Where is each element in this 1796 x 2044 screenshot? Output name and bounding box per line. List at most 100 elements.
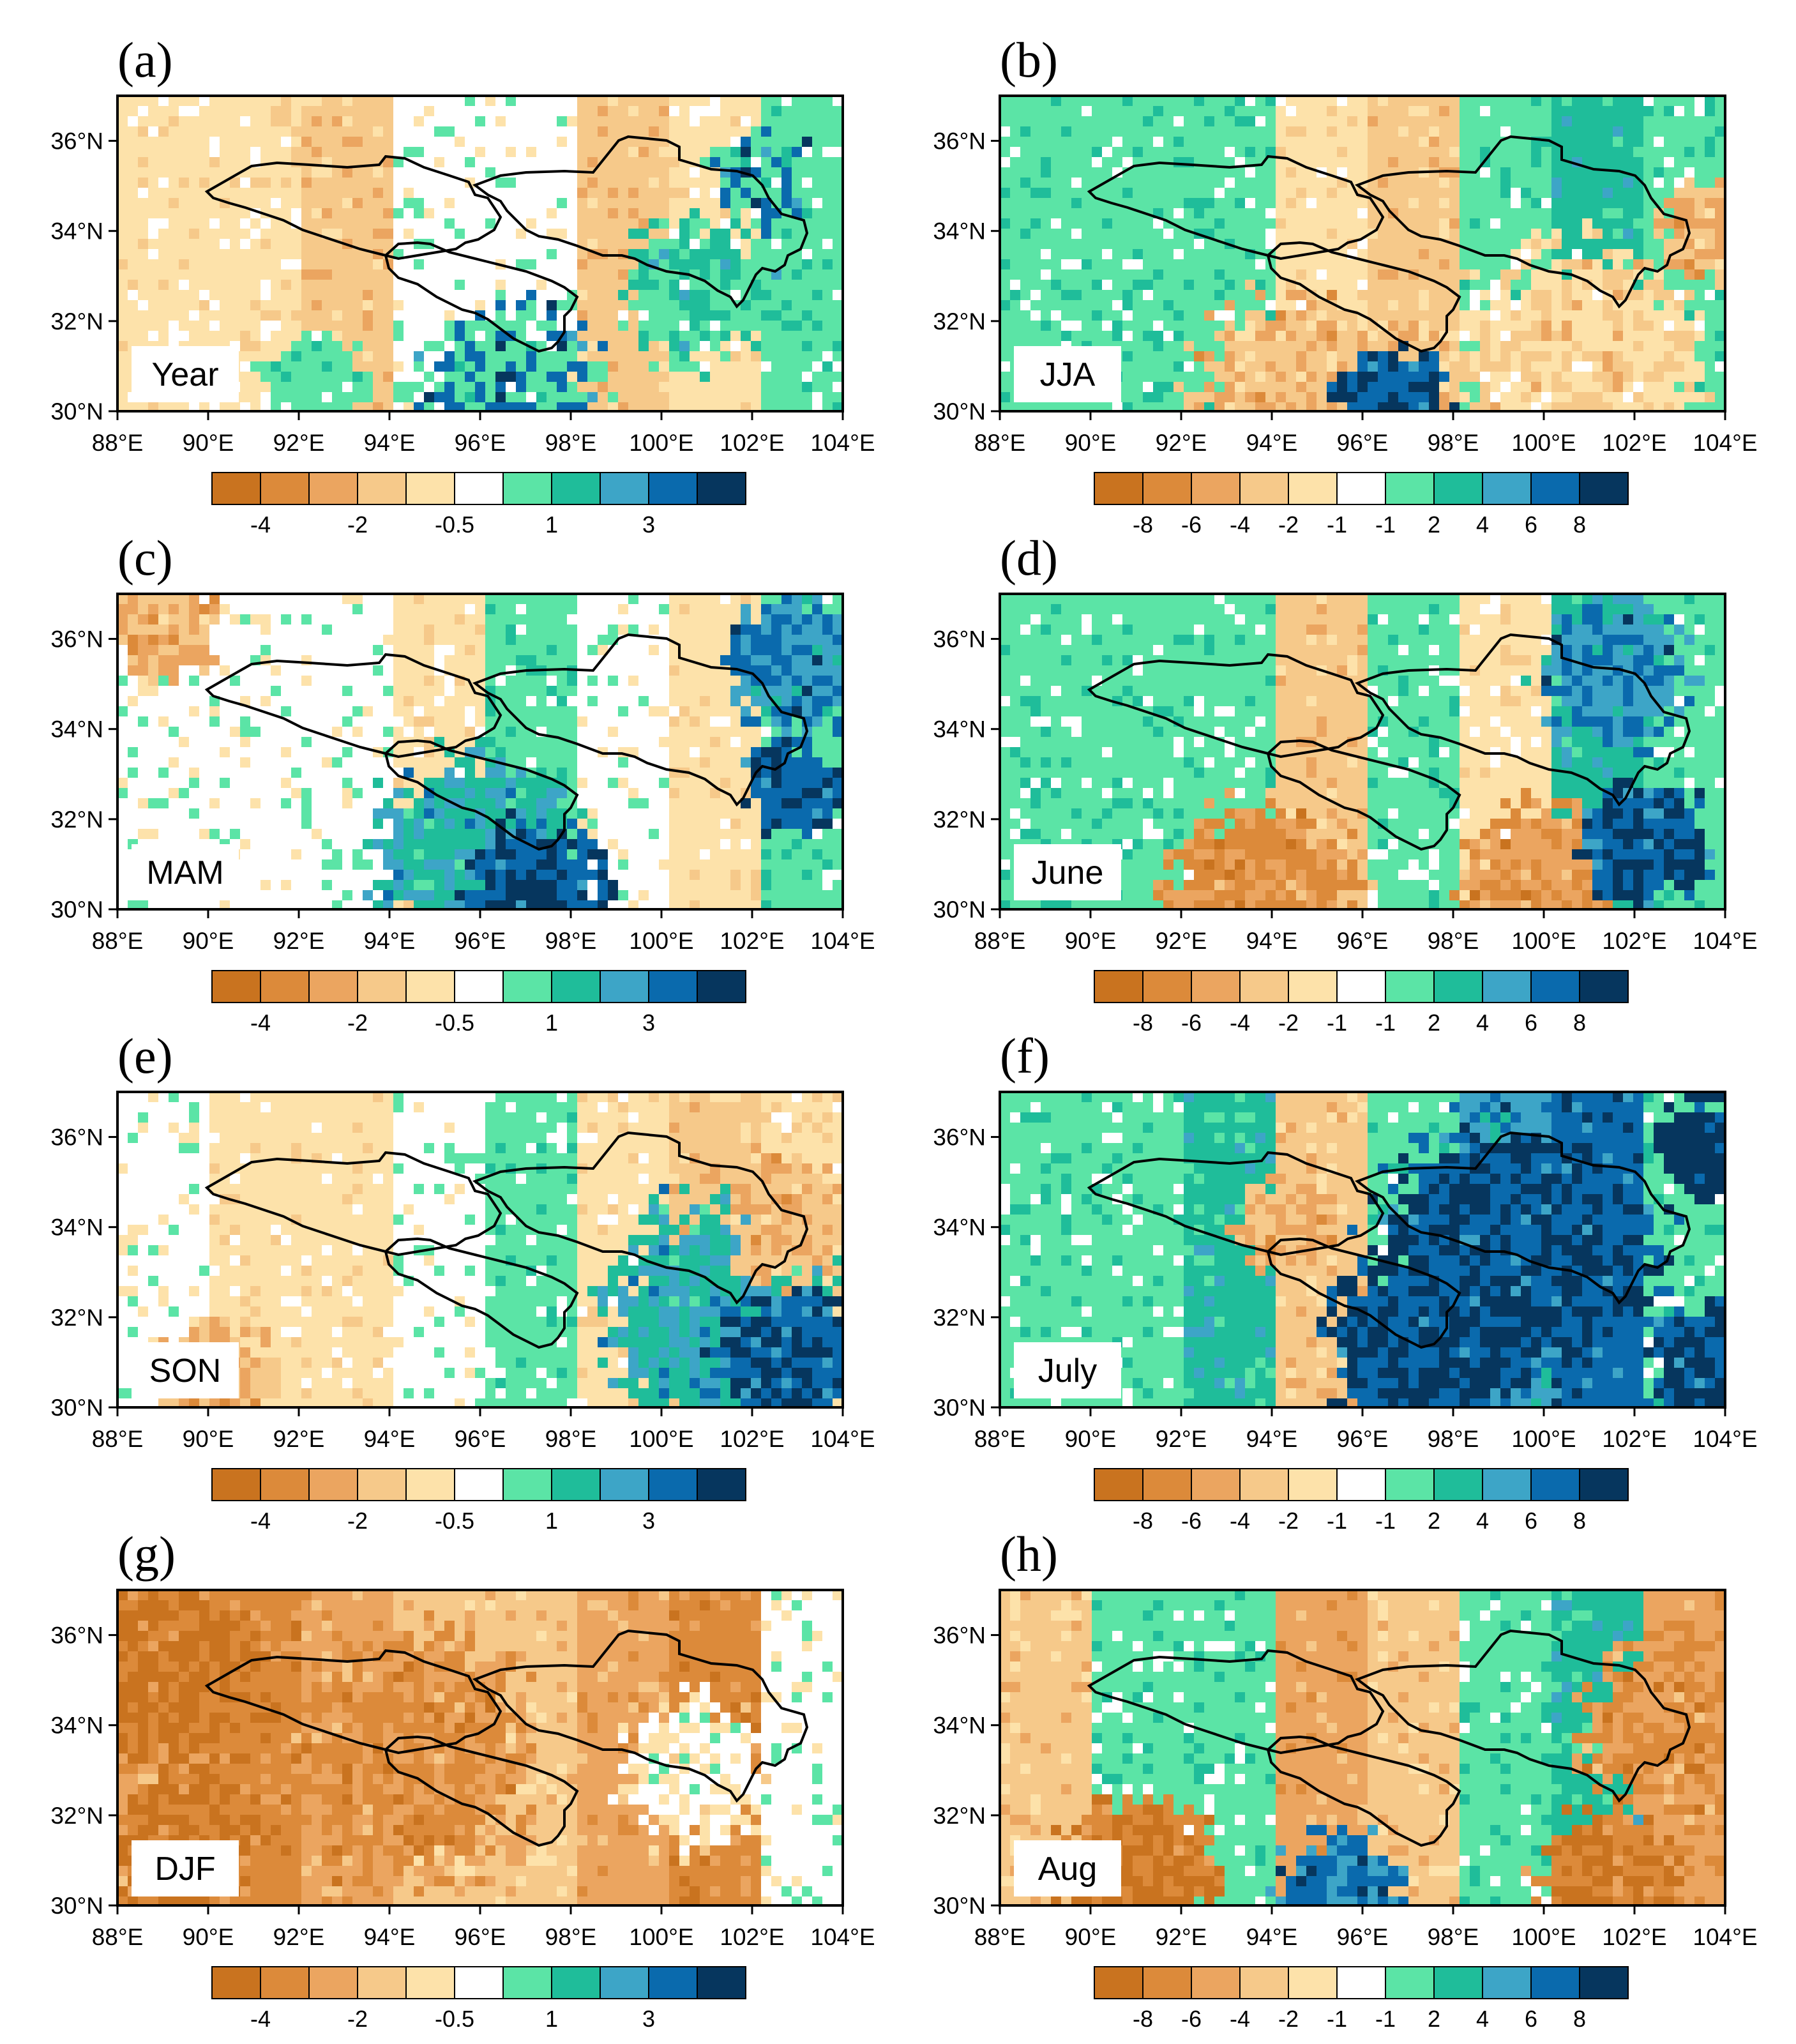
map-cell <box>1041 208 1051 218</box>
map-cell <box>1582 249 1592 259</box>
map-cell <box>1112 321 1122 331</box>
map-cell <box>1030 229 1041 239</box>
map-cell <box>1398 126 1408 137</box>
map-cell <box>1214 300 1225 310</box>
map-cell <box>751 321 761 331</box>
map-cell <box>281 635 291 645</box>
map-cell <box>649 208 659 218</box>
map-cell <box>792 167 802 178</box>
map-cell <box>1061 137 1071 147</box>
map-cell <box>1654 218 1664 229</box>
map-cell <box>1654 361 1664 372</box>
map-cell <box>628 198 638 208</box>
map-cell <box>628 188 638 198</box>
map-cell <box>1613 351 1623 361</box>
map-cell <box>506 116 516 126</box>
map-cell <box>189 290 199 300</box>
map-cell <box>1020 188 1030 198</box>
map-cell <box>1500 300 1511 310</box>
map-cell <box>383 635 393 645</box>
map-cell <box>1562 208 1572 218</box>
map-cell <box>1490 208 1500 218</box>
map-cell <box>516 331 526 341</box>
map-cell <box>1705 126 1715 137</box>
map-cell <box>812 604 822 614</box>
map-cell <box>1572 280 1582 290</box>
map-cell <box>281 198 291 208</box>
map-cell <box>1133 137 1143 147</box>
map-cell <box>741 614 751 625</box>
map-cell <box>1030 106 1041 116</box>
map-cell <box>1102 96 1112 106</box>
map-cell <box>138 106 148 116</box>
map-cell <box>148 96 158 106</box>
map-cell <box>1562 178 1572 188</box>
map-cell <box>220 157 230 167</box>
map-cell <box>1633 96 1643 106</box>
map-cell <box>1684 249 1694 259</box>
map-cell <box>332 372 342 382</box>
map-cell <box>1694 382 1705 392</box>
map-cell <box>148 218 158 229</box>
map-cell <box>291 137 301 147</box>
map-cell <box>1603 341 1613 351</box>
map-cell <box>1715 239 1725 249</box>
map-cell <box>1460 229 1470 239</box>
map-cell <box>1694 178 1705 188</box>
map-cell <box>1010 280 1020 290</box>
map-cell <box>812 280 822 290</box>
map-cell <box>1030 259 1041 269</box>
map-cell <box>291 178 301 188</box>
map-cell <box>1225 382 1235 392</box>
map-cell <box>179 594 189 604</box>
map-cell <box>250 280 260 290</box>
map-cell <box>1010 300 1020 310</box>
map-cell <box>138 269 148 280</box>
map-cell <box>812 249 822 259</box>
map-cell <box>679 300 690 310</box>
map-cell <box>577 655 587 665</box>
map-cell <box>1592 300 1603 310</box>
map-cell <box>352 178 363 188</box>
map-cell <box>495 402 506 411</box>
season-label-box: Year <box>132 346 239 402</box>
map-cell <box>1347 372 1357 382</box>
map-cell <box>475 351 485 361</box>
map-cell <box>475 655 485 665</box>
map-cell <box>1245 290 1255 300</box>
map-cell <box>1337 157 1347 167</box>
map-cell <box>1000 249 1010 259</box>
map-cell <box>587 157 598 167</box>
map-cell <box>587 239 598 249</box>
map-cell <box>117 321 128 331</box>
map-cell <box>352 341 363 351</box>
map-cell <box>577 594 587 604</box>
map-cell <box>179 116 189 126</box>
map-cell <box>485 290 495 300</box>
map-cell <box>250 300 260 310</box>
map-cell <box>1408 300 1419 310</box>
map-cell <box>455 116 465 126</box>
map-cell <box>465 208 475 218</box>
map-cell <box>802 372 812 382</box>
map-cell <box>138 604 148 614</box>
map-cell <box>1255 341 1265 351</box>
map-cell <box>1327 157 1337 167</box>
map-cell <box>158 625 169 635</box>
map-cell <box>1572 188 1582 198</box>
map-cell <box>1633 116 1643 126</box>
map-cell <box>1102 229 1112 239</box>
map-cell <box>199 198 209 208</box>
map-cell <box>557 351 567 361</box>
map-cell <box>1317 269 1327 280</box>
map-cell <box>1500 106 1511 116</box>
map-cell <box>608 198 618 208</box>
map-cell <box>404 167 414 178</box>
map-cell <box>1214 321 1225 331</box>
map-cell <box>260 341 271 351</box>
map-cell <box>822 239 833 249</box>
map-cell <box>1603 310 1613 321</box>
map-cell <box>1204 218 1214 229</box>
map-cell <box>1173 208 1184 218</box>
map-cell <box>536 137 547 147</box>
